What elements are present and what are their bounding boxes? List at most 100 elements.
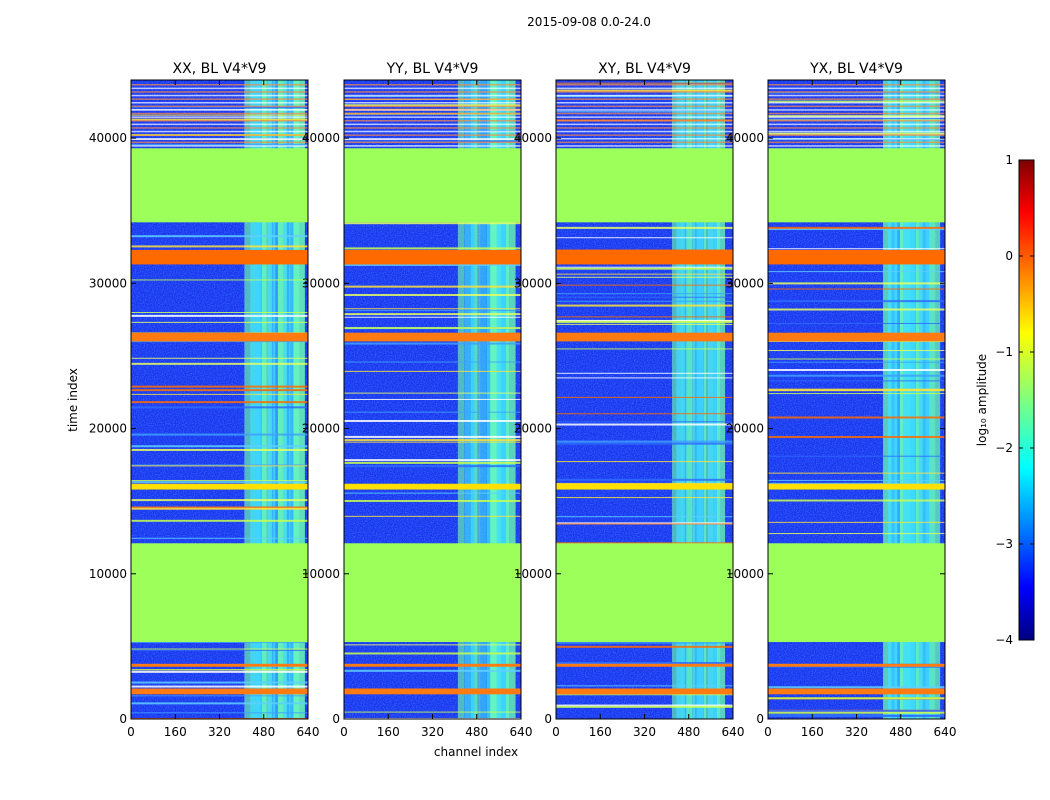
time-streak [131,448,308,451]
time-streak [556,109,733,111]
time-streak [131,393,308,395]
time-streak [556,120,733,122]
time-streak [556,293,733,295]
time-streak [768,145,945,147]
time-streak [131,480,308,482]
time-streak [344,285,521,288]
y-tick-label: 40000 [302,131,340,145]
time-streak [131,130,308,133]
time-streak [768,697,945,700]
time-streak [556,284,733,286]
rfi-column [277,80,287,719]
time-streak [556,134,733,136]
y-tick-label: 40000 [726,131,764,145]
time-streak [768,368,945,371]
y-tick-label: 20000 [514,422,552,436]
high-amplitude-band [344,663,521,667]
x-tick-label: 480 [465,725,488,739]
time-streak [556,497,733,499]
time-streak [344,140,521,143]
high-amplitude-band [131,483,308,490]
time-streak [344,313,521,316]
time-streak [556,111,733,113]
y-tick-label: 10000 [89,567,127,581]
x-tick-label: 640 [722,725,745,739]
time-streak [768,138,945,140]
time-streak [556,127,733,129]
panel-title: YX, BL V4*V9 [809,61,903,77]
time-streak [131,499,308,502]
high-amplitude-band [131,332,308,342]
figure-title: 2015-09-08 0.0-24.0 [527,15,651,29]
time-streak [768,666,945,668]
high-amplitude-band [768,249,945,265]
high-amplitude-band [344,332,521,342]
time-streak [344,342,521,345]
time-streak [556,116,733,118]
time-streak [556,273,733,275]
time-streak [768,87,945,90]
time-streak [768,711,945,714]
y-tick-label: 20000 [726,422,764,436]
rfi-column [696,80,707,719]
time-streak [131,681,308,684]
x-axis-label: channel index [434,745,518,759]
panel-title: XY, BL V4*V9 [598,61,691,77]
time-streak [556,91,733,93]
x-tick-label: 0 [764,725,772,739]
rfi-column [929,80,941,719]
time-streak [131,94,308,97]
time-streak [768,472,945,474]
time-streak [131,134,308,136]
panel-title: YY, BL V4*V9 [386,61,479,77]
rfi-column [713,80,721,719]
time-streak [768,380,945,382]
time-streak [768,322,945,324]
time-streak [768,308,945,311]
rfi-column [887,80,898,719]
time-streak [768,100,945,103]
x-tick-label: 160 [164,725,187,739]
time-streak [556,98,733,100]
time-streak [556,662,733,665]
time-streak [344,327,521,330]
time-streak [768,482,945,484]
time-streak [344,411,521,413]
time-streak [344,105,521,108]
time-streaks [768,84,945,717]
time-streak [768,134,945,136]
time-streak [131,91,308,93]
time-streak [344,94,521,97]
y-tick-label: 30000 [89,276,127,290]
time-streak [556,304,733,307]
colorbar-tick-label: −2 [995,441,1013,455]
time-streak [768,300,945,303]
time-streak [556,705,733,708]
y-tick-label: 40000 [89,131,127,145]
rfi-column [707,80,718,719]
time-streak [556,522,733,525]
rfi-column [244,80,256,719]
time-streak [344,435,521,438]
rfi-column [272,80,283,719]
time-streak [556,372,733,374]
time-streak [344,492,521,494]
time-streak [768,350,945,352]
x-tick-label: 640 [510,725,533,739]
x-tick-label: 320 [208,725,231,739]
flagged-block [768,148,945,223]
time-streak [131,235,308,238]
time-streak [556,94,733,97]
time-streak [344,459,521,462]
time-streak [556,685,733,687]
time-streak [556,141,733,144]
time-streak [131,362,308,365]
time-streak [768,132,945,135]
y-tick-label: 10000 [726,567,764,581]
flagged-block [344,148,521,223]
time-streak [768,115,945,118]
time-streak [768,102,945,104]
time-streak [556,377,733,379]
time-streak [131,105,308,108]
time-streak [556,523,733,525]
